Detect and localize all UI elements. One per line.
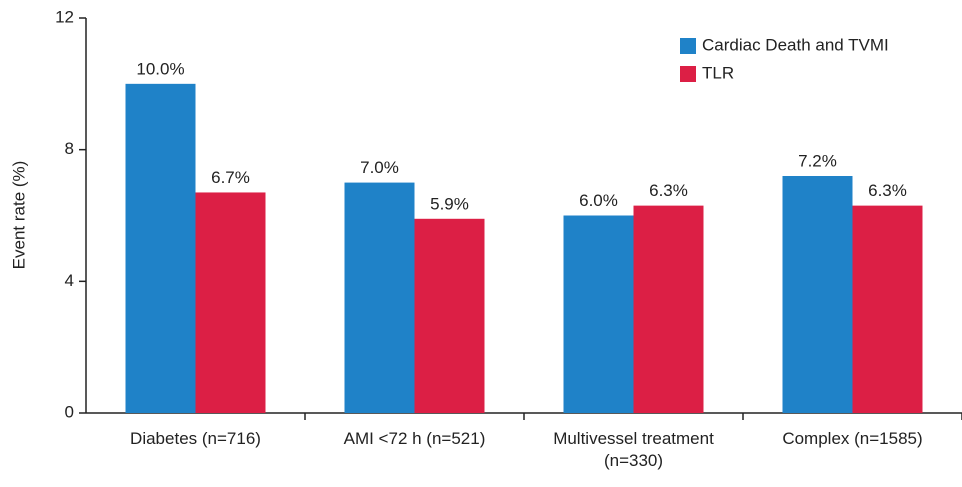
value-label: 6.7% xyxy=(211,168,250,187)
legend-swatch xyxy=(680,38,696,54)
y-tick-label: 0 xyxy=(65,402,74,421)
value-label: 10.0% xyxy=(136,59,184,78)
value-label: 5.9% xyxy=(430,194,469,213)
bar xyxy=(782,176,853,413)
value-label: 6.3% xyxy=(649,181,688,200)
bar xyxy=(125,83,196,413)
bar xyxy=(563,215,634,413)
bar xyxy=(633,205,704,413)
bar xyxy=(195,192,266,413)
value-label: 7.0% xyxy=(360,158,399,177)
bar xyxy=(344,182,415,413)
value-label: 7.2% xyxy=(798,151,837,170)
y-tick-label: 12 xyxy=(55,7,74,26)
value-label: 6.0% xyxy=(579,191,618,210)
legend-label: Cardiac Death and TVMI xyxy=(702,35,889,54)
legend-swatch xyxy=(680,66,696,82)
bar xyxy=(414,218,485,413)
x-tick-label: Diabetes (n=716) xyxy=(130,429,261,448)
legend-label: TLR xyxy=(702,63,734,82)
value-label: 6.3% xyxy=(868,181,907,200)
bar xyxy=(852,205,923,413)
x-tick-label: Complex (n=1585) xyxy=(782,429,923,448)
y-tick-label: 8 xyxy=(65,139,74,158)
y-tick-label: 4 xyxy=(65,271,74,290)
x-tick-label: Multivessel treatment (n=330) xyxy=(553,429,714,470)
x-tick-label: AMI <72 h (n=521) xyxy=(343,429,486,448)
y-axis-label: Event rate (%) xyxy=(9,161,28,270)
